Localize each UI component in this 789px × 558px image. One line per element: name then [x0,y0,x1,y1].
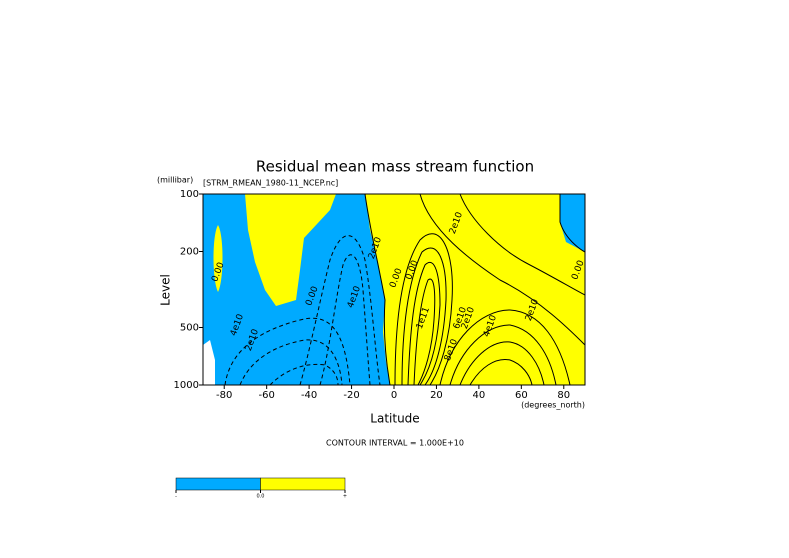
x-tick-label: 60 [515,390,528,401]
colorbar-label: 0.0 [257,494,265,500]
contour-line-negative [299,235,381,386]
x-tick-label: 20 [430,390,443,401]
x-tick-label: -60 [258,390,274,401]
y-unit: (millibar) [157,176,193,185]
colorbar-label: - [175,494,177,500]
contour-line-positive [394,233,453,386]
contour-line-positive [364,193,391,386]
contour-line-positive [439,309,571,386]
x-tick-label: -80 [216,390,232,401]
contour-line-negative [224,317,351,386]
positive-region [213,225,223,292]
colorbar-swatch [260,477,346,491]
x-tick-label: 40 [473,390,486,401]
y-axis-label: Level [159,274,173,306]
contour-line-positive [459,193,586,296]
y-tick-label: 1000 [174,380,199,391]
x-tick-label: 0 [391,390,397,401]
contour-interval-note: CONTOUR INTERVAL = 1.000E+10 [326,439,464,448]
positive-region [245,194,336,306]
subtitle: [STRM_RMEAN_1980-11_NCEP.nc] [203,179,338,188]
positive-region [555,367,575,385]
contour-line-positive [459,341,545,386]
colorbar-label: + [343,494,347,500]
contour-line-positive [419,193,586,346]
chart-title: Residual mean mass stream function [256,158,534,176]
y-tick-label: 200 [180,246,199,257]
y-tick-label: 500 [180,323,199,334]
y-tick-label: 100 [180,189,199,200]
x-unit: (degrees_north) [521,401,585,410]
x-tick-label: -40 [301,390,317,401]
x-axis-label: Latitude [370,412,419,426]
contour-line-positive [401,247,447,386]
contour-line-positive [469,359,533,386]
x-tick-label: 80 [557,390,570,401]
contour-line-positive [407,262,441,386]
positive-region [365,194,585,385]
contour-line-negative [319,254,371,386]
plot-area: 0.000.000.00 0.002e104e102e102e102e104e10… [202,193,587,386]
x-tick-label: -20 [343,390,359,401]
contour-line-positive [559,194,586,253]
missing-region [203,340,215,385]
contour-line-positive [413,278,436,386]
contour-line-negative [269,363,339,386]
contour-line-negative [239,339,343,386]
contour-line-positive [449,324,557,386]
colorbar-swatch [175,477,261,491]
